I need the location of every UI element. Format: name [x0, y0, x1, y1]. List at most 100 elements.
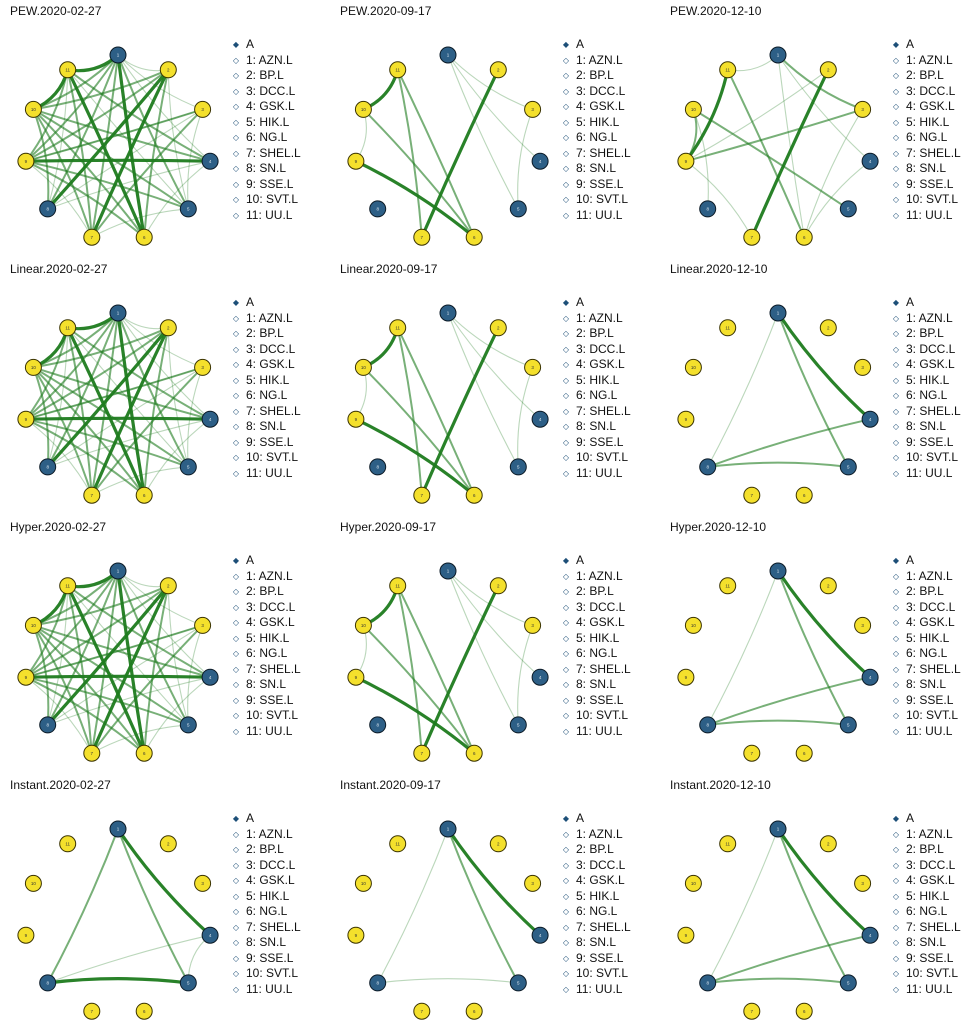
legend-label: 9: SSE.L: [906, 950, 954, 965]
edge-1-4: [447, 312, 541, 420]
legend-item: ◇ 8: SN.L: [890, 935, 961, 951]
hollow-diamond-icon: ◇: [232, 422, 240, 432]
edge-2-7: [420, 68, 500, 239]
panel-title: Hyper.2020-12-10: [670, 520, 767, 534]
legend-label: 5: HIK.L: [906, 372, 950, 387]
node-7: 7: [743, 1002, 761, 1020]
node-10: 10: [24, 616, 42, 634]
legend-item: ◇ 5: HIK.L: [230, 373, 301, 389]
legend-label: A: [906, 553, 915, 568]
network-panel: Hyper.2020-09-17 1 2 3 4 5 6 7 8 9 10 11 ◆ A ◇ 1: AZN.L…: [332, 518, 656, 771]
legend-label: 6: NG.L: [906, 904, 948, 919]
node-circle: [684, 358, 702, 376]
node-5: 5: [839, 200, 857, 218]
legend-label: 2: BP.L: [246, 584, 284, 599]
legend-group-entry: ◆ A: [890, 811, 961, 827]
hollow-diamond-icon: ◇: [562, 953, 570, 963]
node-circle: [347, 926, 365, 944]
node-9: 9: [17, 410, 35, 428]
legend-item: ◇ 1: AZN.L: [230, 827, 301, 843]
node-9: 9: [677, 668, 695, 686]
hollow-diamond-icon: ◇: [892, 468, 900, 478]
node-circle: [389, 577, 407, 595]
node-10: 10: [354, 100, 372, 118]
node-label: 8: [46, 207, 49, 212]
legend-item: ◇ 1: AZN.L: [890, 569, 961, 585]
node-circle: [347, 410, 365, 428]
edge-2-9: [24, 68, 170, 163]
node-label: 7: [751, 235, 754, 240]
legend-item: ◇ 9: SSE.L: [560, 951, 631, 967]
node-label: 11: [725, 67, 730, 72]
node-label: 10: [691, 623, 697, 628]
hollow-diamond-icon: ◇: [562, 86, 570, 96]
network-graph: 1 2 3 4 5 6 7 8 9 10 11: [677, 562, 879, 762]
node-6: 6: [135, 486, 153, 504]
legend-item: ◇ 11: UU.L: [230, 982, 301, 998]
edge-1-5: [117, 570, 190, 726]
legend-label: A: [246, 37, 255, 52]
hollow-diamond-icon: ◇: [892, 876, 900, 886]
node-9: 9: [17, 668, 35, 686]
node-circle: [839, 458, 857, 476]
node-circle: [743, 228, 761, 246]
legend-item: ◇ 10: SVT.L: [560, 966, 631, 982]
hollow-diamond-icon: ◇: [562, 422, 570, 432]
node-4: 4: [201, 926, 219, 944]
hollow-diamond-icon: ◇: [892, 907, 900, 917]
node-label: 6: [143, 493, 146, 498]
edge-4-8: [47, 676, 211, 726]
network-panel: Instant.2020-09-17 1 2 3 4 5 6 7 8 9 10 11 ◆ A ◇ 1: AZN…: [332, 776, 656, 1029]
node-label: 6: [803, 1009, 806, 1014]
legend-item: ◇ 11: UU.L: [230, 466, 301, 482]
legend-label: 10: SVT.L: [906, 708, 959, 723]
node-1: 1: [109, 562, 127, 580]
node-7: 7: [83, 1002, 101, 1020]
edge-2-10: [32, 326, 170, 369]
node-5: 5: [839, 458, 857, 476]
node-4: 4: [531, 668, 549, 686]
panel-title: Linear.2020-02-27: [10, 262, 108, 276]
hollow-diamond-icon: ◇: [892, 133, 900, 143]
edge-5-10: [32, 624, 190, 726]
legend-item: ◇ 7: SHEL.L: [560, 146, 631, 162]
legend-label: 7: SHEL.L: [576, 661, 631, 676]
node-2: 2: [489, 319, 507, 337]
node-label: 10: [31, 881, 37, 886]
node-circle: [17, 668, 35, 686]
node-label: 7: [91, 751, 94, 756]
node-circle: [109, 820, 127, 838]
node-circle: [839, 200, 857, 218]
hollow-diamond-icon: ◇: [232, 876, 240, 886]
node-circle: [194, 874, 212, 892]
legend-item: ◇ 7: SHEL.L: [560, 662, 631, 678]
node-6: 6: [795, 486, 813, 504]
legend-label: 8: SN.L: [246, 935, 287, 950]
legend-item: ◇ 3: DCC.L: [230, 84, 301, 100]
edge-4-8: [47, 160, 211, 210]
node-label: 1: [117, 53, 120, 58]
node-label: 5: [517, 981, 520, 986]
legend-item: ◇ 5: HIK.L: [890, 373, 961, 389]
node-circle: [109, 304, 127, 322]
edge-6-11: [66, 68, 146, 239]
network-panel: PEW.2020-09-17 1 2 3 4 5 6 7 8 9 10 11 ◆ A ◇ 1: AZN.L ◇ 2…: [332, 2, 656, 255]
legend-item: ◇ 1: AZN.L: [890, 53, 961, 69]
node-8: 8: [39, 974, 57, 992]
node-label: 5: [187, 207, 190, 212]
legend-label: 8: SN.L: [246, 161, 287, 176]
node-label: 1: [447, 827, 450, 832]
hollow-diamond-icon: ◇: [892, 695, 900, 705]
node-label: 2: [827, 67, 830, 72]
node-3: 3: [854, 874, 872, 892]
edge-2-6: [143, 584, 170, 755]
node-5: 5: [179, 458, 197, 476]
edge-1-8: [707, 312, 779, 468]
edge-layer: [46, 827, 212, 985]
node-1: 1: [109, 304, 127, 322]
hollow-diamond-icon: ◇: [562, 711, 570, 721]
legend-item: ◇ 8: SN.L: [230, 161, 301, 177]
edge-8-10: [32, 366, 50, 468]
legend-label: A: [246, 295, 255, 310]
